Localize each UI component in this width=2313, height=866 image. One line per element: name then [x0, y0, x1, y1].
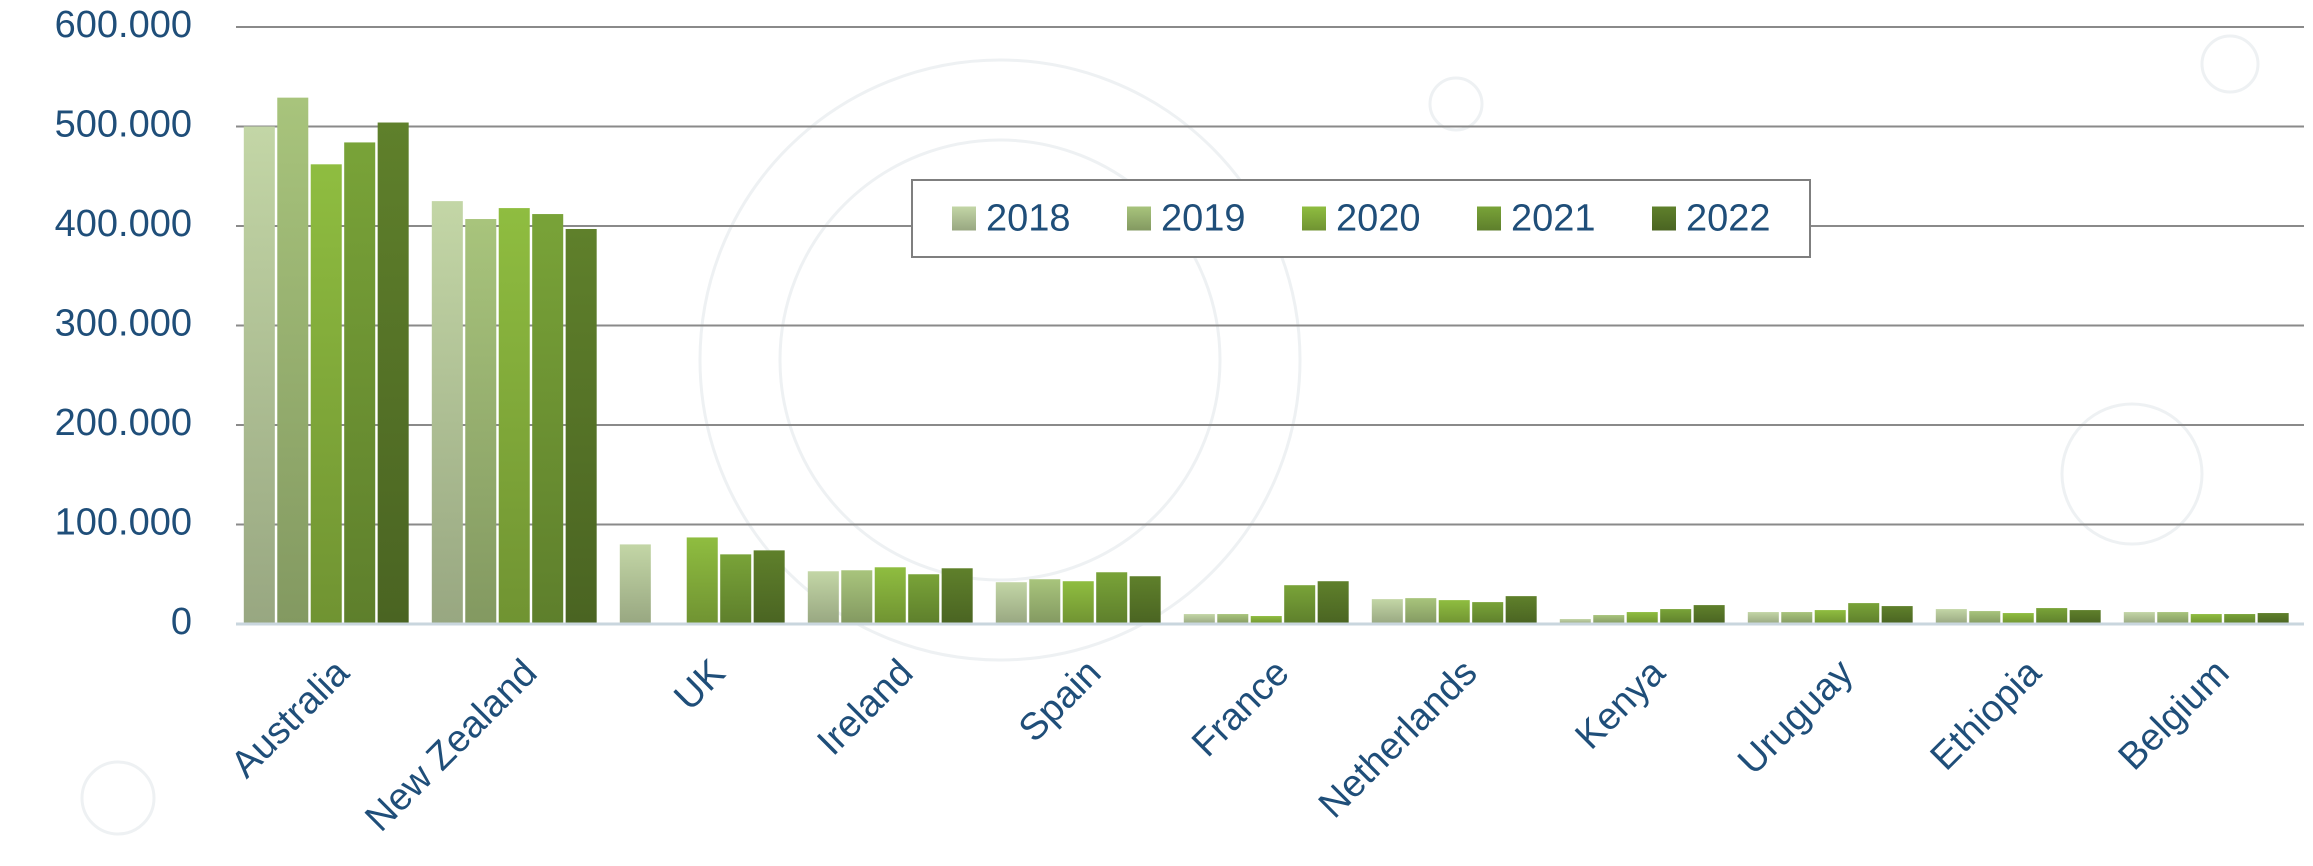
x-tick-label: Spain [1011, 652, 1109, 750]
bar [807, 571, 839, 624]
x-tick-label: Australia [223, 651, 358, 786]
x-tick-label: Kenya [1568, 651, 1674, 757]
legend-label: 2021 [1511, 198, 1596, 240]
x-tick-label: Belgium [2111, 652, 2238, 779]
legend-label: 2019 [1161, 198, 1246, 240]
bar [2069, 610, 2101, 624]
background-decor [80, 34, 2260, 836]
bar [1848, 603, 1880, 624]
legend-swatch [1127, 206, 1151, 231]
bar [1559, 619, 1591, 624]
bar [532, 214, 564, 624]
x-tick-label: Ethiopia [1923, 651, 2050, 778]
bar [874, 567, 906, 624]
bar [995, 582, 1027, 624]
bar [1747, 612, 1779, 624]
bar [1881, 606, 1913, 624]
legend: 2018 2019 2020 2021 2022 [911, 179, 1811, 258]
bar [908, 574, 940, 624]
x-tick-label: Netherlands [1311, 652, 1486, 827]
bar [1371, 599, 1403, 624]
legend-swatch [952, 206, 976, 231]
bar [565, 228, 597, 625]
bar [2157, 612, 2189, 624]
bar [753, 550, 785, 624]
bar [1317, 581, 1349, 624]
bar [2257, 613, 2289, 624]
y-tick-label: 300.000 [55, 303, 192, 345]
bar [1781, 612, 1813, 624]
bar [465, 219, 497, 624]
bar [1935, 609, 1967, 624]
x-tick-label: New Zealand [357, 652, 545, 840]
bar [1284, 585, 1316, 624]
bar [1062, 581, 1094, 624]
bar [243, 126, 275, 624]
x-tick-label: Ireland [810, 652, 922, 764]
y-tick-label: 0 [171, 601, 192, 643]
x-tick-label: UK [666, 652, 733, 719]
y-tick-label: 400.000 [55, 203, 192, 245]
bar [1505, 596, 1537, 624]
x-tick-label: France [1184, 652, 1297, 765]
bar [1217, 614, 1249, 624]
bar [2123, 612, 2155, 624]
bar [431, 201, 463, 624]
y-tick-label: 200.000 [55, 402, 192, 444]
bar [310, 164, 342, 624]
legend-swatch [1477, 206, 1501, 231]
bar [1969, 611, 2001, 624]
bar [2036, 608, 2068, 624]
bar [1438, 600, 1470, 624]
legend-label: 2020 [1336, 198, 1421, 240]
bar [2224, 614, 2256, 624]
bar [720, 554, 752, 624]
bar [1096, 572, 1128, 624]
bar [1814, 610, 1846, 624]
bar [2002, 613, 2034, 624]
bar [1129, 576, 1161, 624]
bar [1593, 615, 1625, 624]
legend-label: 2018 [986, 198, 1071, 240]
bar [277, 97, 309, 624]
bar [377, 122, 409, 625]
bar [344, 142, 376, 625]
legend-label: 2022 [1686, 198, 1771, 240]
bar [1029, 579, 1061, 624]
bar [2190, 614, 2222, 624]
legend-swatch [1302, 206, 1326, 231]
bar [941, 568, 973, 624]
bar [1660, 609, 1692, 624]
bar [686, 537, 718, 624]
bar [841, 570, 873, 624]
bar [1693, 605, 1725, 624]
bar [619, 544, 651, 624]
bar [498, 208, 530, 624]
bar [1250, 616, 1282, 624]
x-tick-label: Uruguay [1730, 652, 1861, 783]
bar [1626, 612, 1658, 624]
y-tick-label: 100.000 [55, 502, 192, 544]
y-tick-label: 500.000 [55, 104, 192, 146]
legend-swatch [1652, 206, 1676, 231]
bar [1183, 614, 1215, 624]
bar [1472, 602, 1504, 624]
y-tick-label: 600.000 [55, 4, 192, 46]
bar [1405, 598, 1437, 624]
